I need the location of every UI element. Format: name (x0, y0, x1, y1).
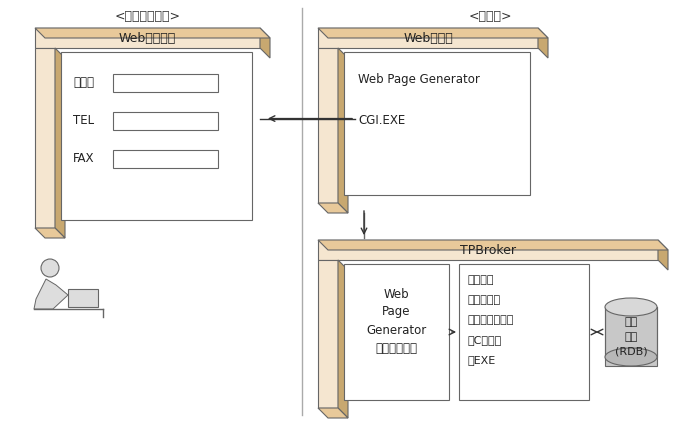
Bar (113, 112, 218, 130)
Polygon shape (55, 48, 65, 238)
Text: 会社: 会社 (624, 317, 637, 327)
Text: Webブラウザ: Webブラウザ (119, 31, 176, 44)
Polygon shape (318, 28, 548, 38)
Polygon shape (538, 28, 548, 58)
Text: CGI.EXE: CGI.EXE (358, 113, 405, 126)
Polygon shape (338, 48, 348, 213)
Polygon shape (318, 240, 668, 250)
Text: TPBroker: TPBroker (460, 244, 516, 256)
Text: TEL: TEL (73, 115, 94, 127)
Bar (113, 74, 218, 92)
Text: Generator: Generator (367, 324, 427, 337)
Text: ・Cソース: ・Cソース (467, 335, 501, 345)
Bar (459, 264, 589, 400)
Polygon shape (318, 203, 348, 213)
Polygon shape (318, 240, 658, 260)
Bar (344, 264, 449, 400)
Text: 会社情報: 会社情報 (467, 275, 493, 285)
Polygon shape (318, 408, 348, 418)
Text: <サーバ>: <サーバ> (469, 9, 512, 22)
Polygon shape (260, 28, 270, 58)
Text: 検索・登録: 検索・登録 (467, 295, 500, 305)
Text: (RDB): (RDB) (615, 347, 647, 357)
Text: ・テンプレート: ・テンプレート (467, 315, 514, 325)
Text: Web Page Generator: Web Page Generator (358, 74, 480, 86)
Bar (61, 52, 252, 220)
Polygon shape (318, 260, 338, 408)
Text: オブジェクト: オブジェクト (376, 341, 417, 354)
Ellipse shape (605, 348, 657, 366)
Bar (605, 307, 657, 366)
Text: Page: Page (382, 305, 411, 319)
Polygon shape (34, 279, 68, 309)
Polygon shape (318, 48, 338, 203)
Text: Webサーバ: Webサーバ (403, 31, 453, 44)
Text: 情報: 情報 (624, 332, 637, 342)
Bar (344, 52, 530, 195)
Polygon shape (658, 240, 668, 270)
Text: 会社名: 会社名 (73, 77, 94, 90)
Polygon shape (35, 48, 55, 228)
Ellipse shape (41, 259, 59, 277)
Polygon shape (35, 28, 260, 48)
Text: ・EXE: ・EXE (467, 355, 495, 365)
Polygon shape (318, 28, 538, 48)
Polygon shape (35, 228, 65, 238)
Text: <クライアント>: <クライアント> (115, 9, 181, 22)
Polygon shape (338, 260, 348, 418)
Bar (68, 289, 98, 307)
Text: Web: Web (384, 288, 409, 300)
Ellipse shape (605, 298, 657, 316)
Bar (113, 150, 218, 168)
Polygon shape (35, 28, 270, 38)
Text: FAX: FAX (73, 153, 94, 165)
